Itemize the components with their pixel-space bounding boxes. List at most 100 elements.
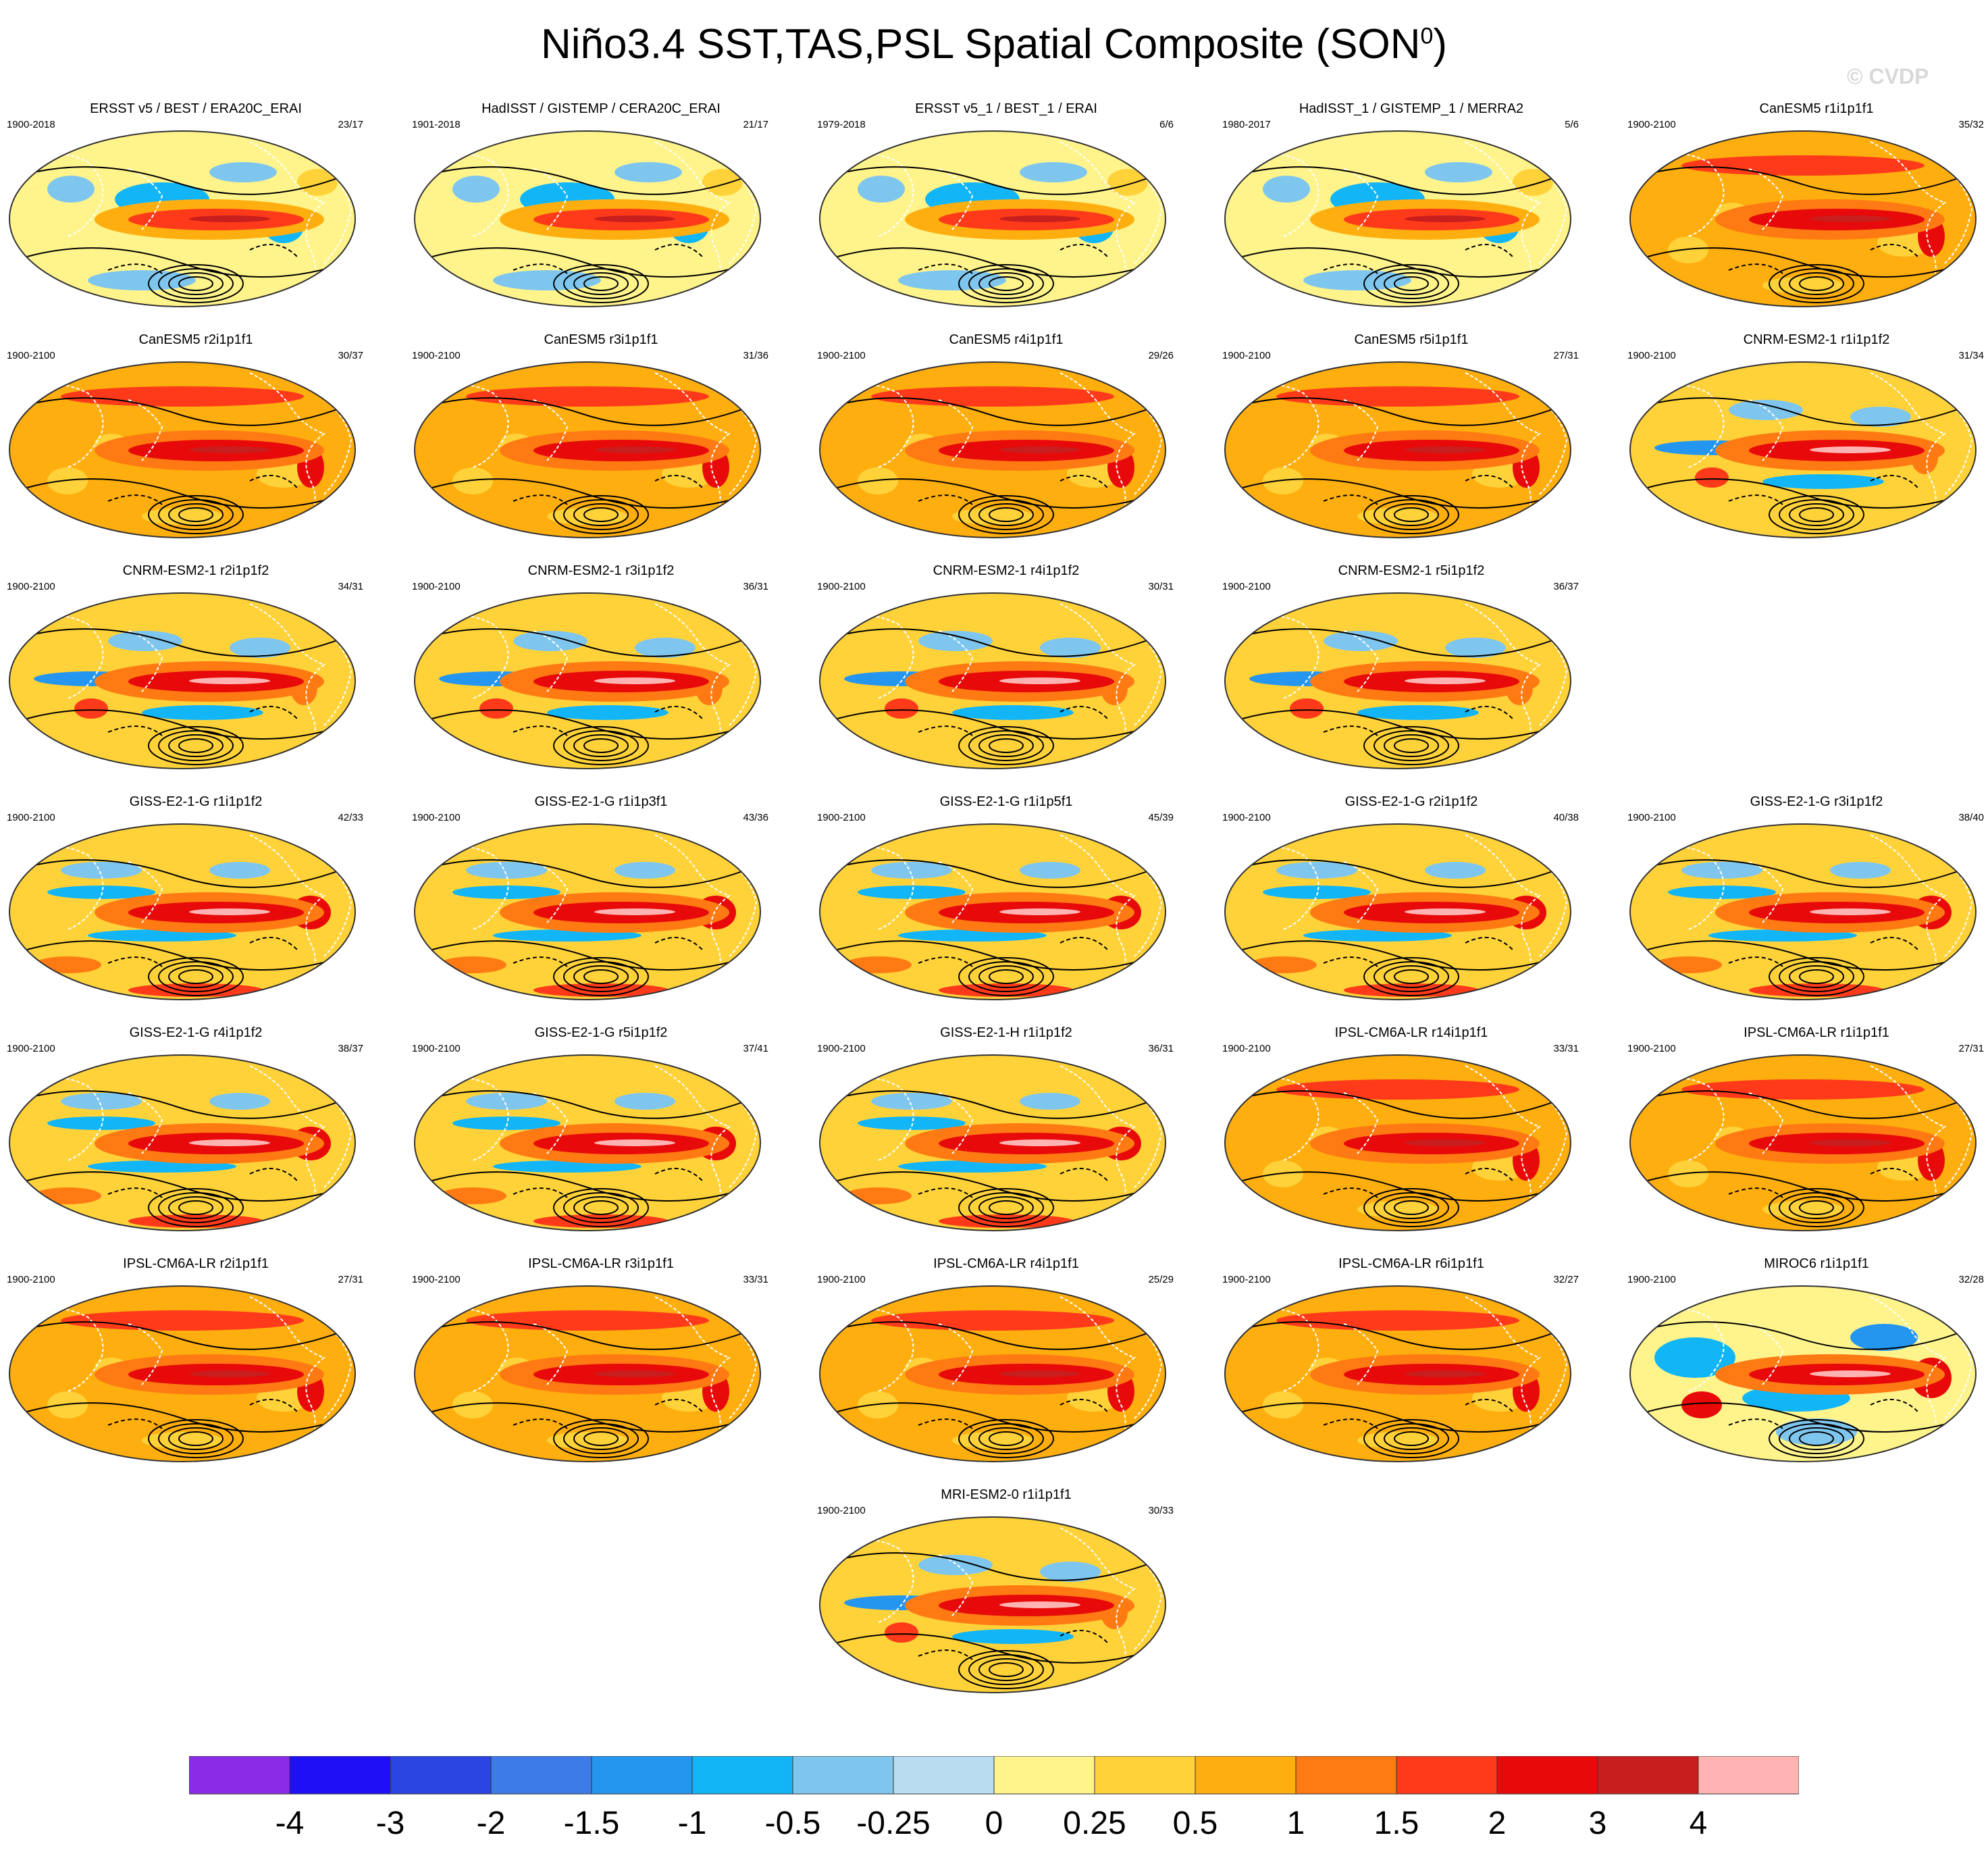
anomaly-patch [1681, 155, 1925, 176]
coastline [1060, 1527, 1136, 1687]
map-field [414, 1285, 761, 1462]
anomaly-patch [466, 1093, 547, 1110]
map-field [1224, 1054, 1571, 1231]
nino-tongue-peak [1405, 446, 1486, 453]
colorbar-swatch [691, 1756, 793, 1795]
anomaly-patch [452, 1116, 560, 1130]
psl-contour-ring [178, 969, 213, 984]
coastline [938, 168, 974, 230]
coastline [1249, 383, 1319, 468]
psl-contour [431, 247, 750, 278]
psl-contour-ring [583, 1431, 619, 1446]
coastline [249, 372, 326, 532]
nino-tongue-peak [1405, 677, 1486, 684]
anomaly-patch [702, 169, 743, 196]
psl-contour [837, 709, 1155, 740]
panel-title: GISS-E2-1-G r1i1p5f1 [939, 794, 1073, 809]
colorbar-tick-label: -2 [477, 1805, 506, 1841]
anomaly-patch [1762, 474, 1884, 489]
map-panel: IPSL-CM6A-LR r1i1p1f1 1900-2100 27/31 [1627, 1025, 1988, 1235]
nino-tongue-peak [594, 908, 675, 915]
psl-contour [425, 628, 750, 657]
coastline [533, 1323, 569, 1385]
anomaly-patch [452, 885, 560, 899]
psl-contour-ring [978, 1196, 1034, 1219]
psl-contour-ring [1394, 969, 1429, 984]
map-field [414, 361, 761, 538]
anomaly-patch [871, 386, 1114, 407]
panel-years: 1900-2100 [1627, 1043, 1676, 1054]
map-content [1225, 593, 1571, 769]
psl-contour-ring [968, 268, 1044, 299]
map-panel: IPSL-CM6A-LR r2i1p1f1 1900-2100 27/31 [7, 1256, 385, 1466]
coastline [323, 630, 352, 726]
coastline [1249, 1076, 1319, 1161]
map-border [9, 592, 356, 769]
psl-contour-ring [1384, 734, 1439, 757]
coastline [1465, 1065, 1542, 1225]
anomaly-patch [1040, 1562, 1101, 1582]
nino-tongue-peak [999, 215, 1080, 222]
panel-title: GISS-E2-1-G r1i1p3f1 [534, 794, 668, 809]
map-border [819, 592, 1166, 769]
coastline [1134, 1323, 1163, 1419]
psl-contour-negative [513, 937, 703, 967]
anomaly-patch [88, 270, 196, 290]
coastline [1870, 141, 1947, 301]
panel-years: 1900-2100 [7, 581, 55, 592]
nino-tongue-peak [1810, 908, 1891, 915]
psl-contour-negative [918, 1630, 1108, 1660]
anomaly-patch [297, 169, 338, 196]
panel-count: 31/36 [743, 350, 768, 361]
coastline [128, 861, 163, 923]
psl-contour [425, 859, 750, 888]
psl-contour [1242, 709, 1561, 740]
coastline [843, 614, 914, 699]
anomaly-patch [1513, 169, 1553, 196]
panel-title: ERSST v5_1 / BEST_1 / ERAI [915, 101, 1097, 116]
colorbar-swatch [993, 1756, 1095, 1795]
psl-contour-negative [918, 706, 1108, 736]
coastline [654, 372, 731, 532]
panel-count: 38/40 [1958, 812, 1984, 823]
anomaly-patch [858, 176, 905, 203]
colorbar-swatch [1396, 1756, 1498, 1795]
anomaly-patch [209, 862, 270, 879]
panel-years: 1900-2100 [1222, 812, 1271, 823]
nino-tongue-peak [999, 446, 1080, 453]
panel-years: 1900-2100 [1627, 812, 1676, 823]
coastline [1748, 1092, 1784, 1154]
panel-title: GISS-E2-1-G r3i1p1f2 [1750, 794, 1883, 809]
psl-contour-ring [1363, 495, 1459, 534]
psl-contour-ring [563, 730, 639, 761]
psl-contour-ring [1769, 1419, 1864, 1458]
coastline [323, 1092, 352, 1188]
colorbar-swatch [390, 1756, 492, 1795]
coastline [729, 399, 758, 495]
map-panel: ERSST v5_1 / BEST_1 / ERAI 1979-2018 6/6 [817, 101, 1195, 311]
coastline [33, 152, 104, 237]
anomaly-patch [47, 1116, 155, 1130]
map-border [819, 1516, 1166, 1693]
psl-contour-ring [1374, 268, 1449, 299]
psl-contour [1647, 247, 1966, 278]
panel-count: 36/37 [1553, 581, 1579, 592]
psl-contour-ring [978, 734, 1034, 757]
anomaly-patch [47, 467, 88, 494]
colorbar-tick-label: 3 [1589, 1805, 1607, 1841]
psl-contour-ring [1384, 1196, 1439, 1219]
map-field [819, 1285, 1166, 1462]
map-field [1224, 361, 1571, 538]
panel-years: 1980-2017 [1222, 119, 1271, 130]
anomaly-patch [1668, 1160, 1708, 1187]
colorbar-tick-label: -1.5 [564, 1805, 620, 1841]
coastline [843, 152, 914, 237]
psl-contour-negative [107, 1399, 298, 1429]
map-panel: IPSL-CM6A-LR r6i1p1f1 1900-2100 32/27 [1222, 1256, 1600, 1466]
psl-contour-ring [1374, 730, 1449, 761]
panel-years: 1900-2100 [1627, 119, 1676, 130]
psl-contour-ring [958, 726, 1054, 765]
psl-contour-ring [563, 1192, 639, 1223]
psl-contour-ring [1799, 507, 1834, 522]
psl-contour-ring [968, 499, 1044, 530]
